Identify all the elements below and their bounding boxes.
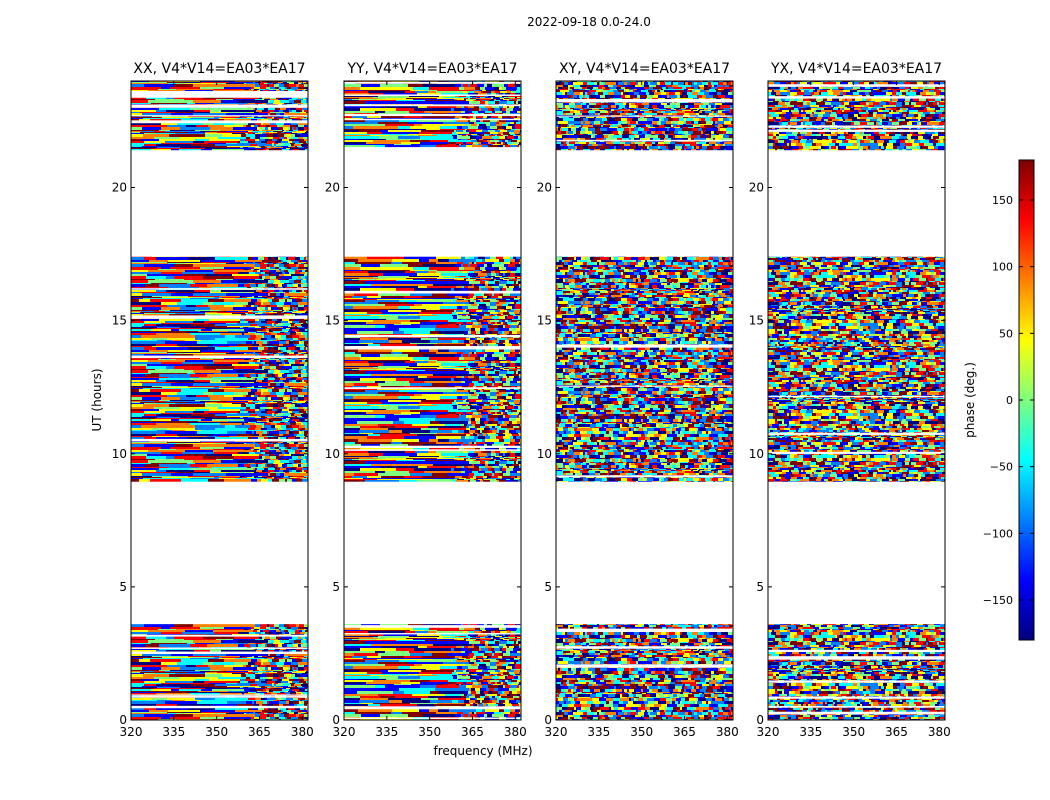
y-tick-label: 0 [119,713,127,727]
colorbar-tick-label: −100 [983,527,1013,540]
x-tick-label: 365 [461,725,484,739]
x-tick-label: 380 [928,725,951,739]
panel-title: YX, V4*V14=EA03*EA17 [770,61,942,77]
y-tick-label: 5 [544,580,552,594]
y-tick-label: 15 [749,314,764,328]
y-tick-label: 20 [537,181,552,195]
y-tick-label: 5 [119,580,127,594]
y-tick-label: 5 [756,580,764,594]
x-tick-label: 320 [333,725,356,739]
x-tick-label: 380 [504,725,527,739]
x-tick-label: 335 [162,725,185,739]
y-tick-label: 0 [544,713,552,727]
panel-frame [767,80,946,721]
y-tick-label: 10 [749,447,764,461]
panel-2: YY, V4*V14=EA03*EA17 320 335 350 365 380 0 5 10 1… [325,61,527,739]
colorbar-tick-label: 150 [992,194,1013,207]
panel-title: XX, V4*V14=EA03*EA17 [133,61,305,77]
y-tick-label: 0 [756,713,764,727]
x-tick-label: 350 [418,725,441,739]
heatmap-block-2 [344,256,521,482]
y-tick-label: 10 [325,447,340,461]
colorbar-tick-label: 50 [999,327,1013,340]
x-tick-label: 365 [248,725,271,739]
x-tick-label: 320 [120,725,143,739]
heatmap-block-2 [131,256,308,482]
y-axis-label: UT (hours) [90,368,104,431]
x-tick-label: 335 [587,725,610,739]
y-tick-label: 20 [325,181,340,195]
y-tick-label: 0 [332,713,340,727]
figure-suptitle: 2022-09-18 0.0-24.0 [527,15,651,29]
x-tick-label: 380 [716,725,739,739]
panel-3: XY, V4*V14=EA03*EA17 320 335 350 365 380 0 5 10 1… [537,61,739,739]
panel-1: XX, V4*V14=EA03*EA17 320 335 350 365 380 0 5 10 1… [112,61,314,739]
panel-frame [343,80,522,721]
y-tick-label: 15 [112,314,127,328]
colorbar-tick-label: 0 [1006,394,1013,407]
x-tick-label: 350 [630,725,653,739]
x-tick-label: 380 [291,725,314,739]
colorbar: −150 −100 −50 0 50 100 150 [983,159,1035,641]
y-tick-label: 20 [749,181,764,195]
y-tick-label: 20 [112,181,127,195]
x-tick-label: 350 [205,725,228,739]
heatmap-block-1 [556,624,733,720]
colorbar-tick-label: −150 [983,594,1013,607]
panel-title: YY, V4*V14=EA03*EA17 [346,61,517,77]
colorbar-tick-label: 100 [992,261,1013,274]
x-tick-label: 320 [757,725,780,739]
x-tick-label: 320 [545,725,568,739]
x-tick-label: 335 [375,725,398,739]
y-tick-label: 10 [537,447,552,461]
heatmap-block-1 [344,624,521,720]
panel-title: XY, V4*V14=EA03*EA17 [559,61,730,77]
heatmap-block-3 [768,81,945,151]
y-tick-label: 15 [537,314,552,328]
heatmap-block-1 [131,624,308,720]
heatmap-block-1 [768,624,945,720]
panel-frame [555,80,734,721]
panels-group: XX, V4*V14=EA03*EA17 320 335 350 365 380 0 5 10 1… [112,61,951,739]
y-tick-label: 15 [325,314,340,328]
x-tick-label: 335 [799,725,822,739]
y-tick-label: 10 [112,447,127,461]
heatmap-block-2 [556,256,733,482]
colorbar-tick-label: −50 [990,461,1013,474]
x-tick-label: 365 [885,725,908,739]
x-tick-label: 365 [673,725,696,739]
x-tick-label: 350 [842,725,865,739]
panel-frame [130,80,309,721]
heatmap-block-2 [768,256,945,482]
x-axis-label: frequency (MHz) [433,744,532,758]
y-tick-label: 5 [332,580,340,594]
colorbar-label: phase (deg.) [963,362,977,438]
panel-4: YX, V4*V14=EA03*EA17 320 335 350 365 380 0 5 10 1… [749,61,951,739]
